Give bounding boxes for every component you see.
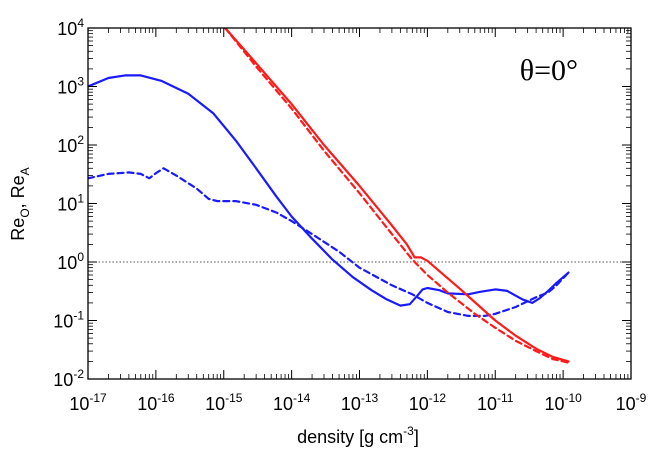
- y-tick-label: 104: [57, 16, 84, 39]
- x-tick-label: 10-16: [137, 391, 175, 414]
- x-tick-label: 10-11: [477, 391, 514, 414]
- tick-marks: [87, 27, 632, 380]
- x-axis-title: density [g cm-3]: [297, 424, 419, 447]
- x-tick-label: 10-13: [341, 391, 379, 414]
- y-tick-label: 10-2: [53, 367, 84, 390]
- series-group: [88, 28, 570, 364]
- y-tick-label: 103: [57, 75, 84, 98]
- x-tick-label: 10-9: [616, 391, 647, 414]
- x-tick-labels: 10-17 10-16 10-15 10-14 10-13 10-12 10-11 10-10…: [69, 391, 646, 414]
- x-tick-label: 10-12: [409, 391, 447, 414]
- x-tick-label: 10-17: [69, 391, 107, 414]
- series-blue-dashed: [88, 167, 570, 317]
- series-blue-solid: [88, 74, 570, 307]
- x-tick-label: 10-10: [544, 391, 582, 414]
- y-tick-label: 102: [57, 133, 84, 156]
- angle-annotation: θ=0°: [520, 54, 578, 87]
- y-tick-label: 101: [57, 192, 84, 215]
- series-red-solid: [224, 28, 570, 363]
- y-tick-labels: 10-2 10-1 100 101 102 103 104: [53, 16, 84, 390]
- series-red-dashed: [224, 28, 570, 364]
- y-tick-label: 10-1: [53, 309, 84, 332]
- y-tick-label: 100: [57, 250, 84, 273]
- x-tick-label: 10-15: [205, 391, 243, 414]
- x-tick-label: 10-14: [273, 391, 311, 414]
- y-axis-title: ReO, ReA: [8, 167, 32, 240]
